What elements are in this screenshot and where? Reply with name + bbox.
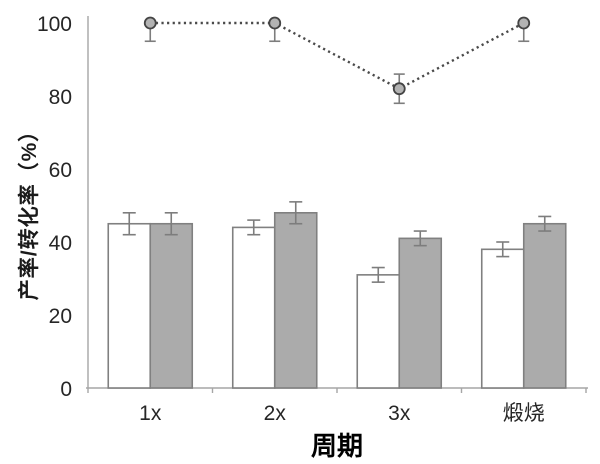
y-tick-label: 100 bbox=[37, 13, 72, 36]
y-tick-label: 0 bbox=[60, 378, 72, 401]
line-marker-3x bbox=[392, 82, 406, 96]
line-marker-1x bbox=[143, 16, 157, 30]
bar-white-1x bbox=[107, 222, 152, 389]
y-tick-label: 20 bbox=[49, 305, 72, 328]
bar-white-3x bbox=[356, 274, 401, 389]
bar-gray-1x bbox=[149, 222, 194, 389]
x-tick-label: 2x bbox=[264, 402, 287, 425]
y-tick-label: 60 bbox=[49, 159, 72, 182]
bar-gray-煅烧 bbox=[522, 222, 567, 389]
line-marker-2x bbox=[268, 16, 282, 30]
line-marker-煅烧 bbox=[517, 16, 531, 30]
bar-white-2x bbox=[231, 226, 276, 389]
x-axis-title: 周期 bbox=[310, 431, 363, 461]
y-axis-title: 产率/转化率（%） bbox=[18, 119, 41, 301]
x-tick-label: 3x bbox=[388, 402, 411, 425]
y-tick-label: 80 bbox=[49, 86, 72, 109]
bar-gray-3x bbox=[398, 237, 443, 389]
y-tick-label: 40 bbox=[49, 232, 72, 255]
x-tick-label: 1x bbox=[139, 402, 162, 425]
bar-gray-2x bbox=[273, 212, 318, 389]
bar-white-煅烧 bbox=[480, 248, 525, 389]
trend-line bbox=[150, 21, 525, 91]
x-tick-label: 煅烧 bbox=[503, 402, 545, 425]
